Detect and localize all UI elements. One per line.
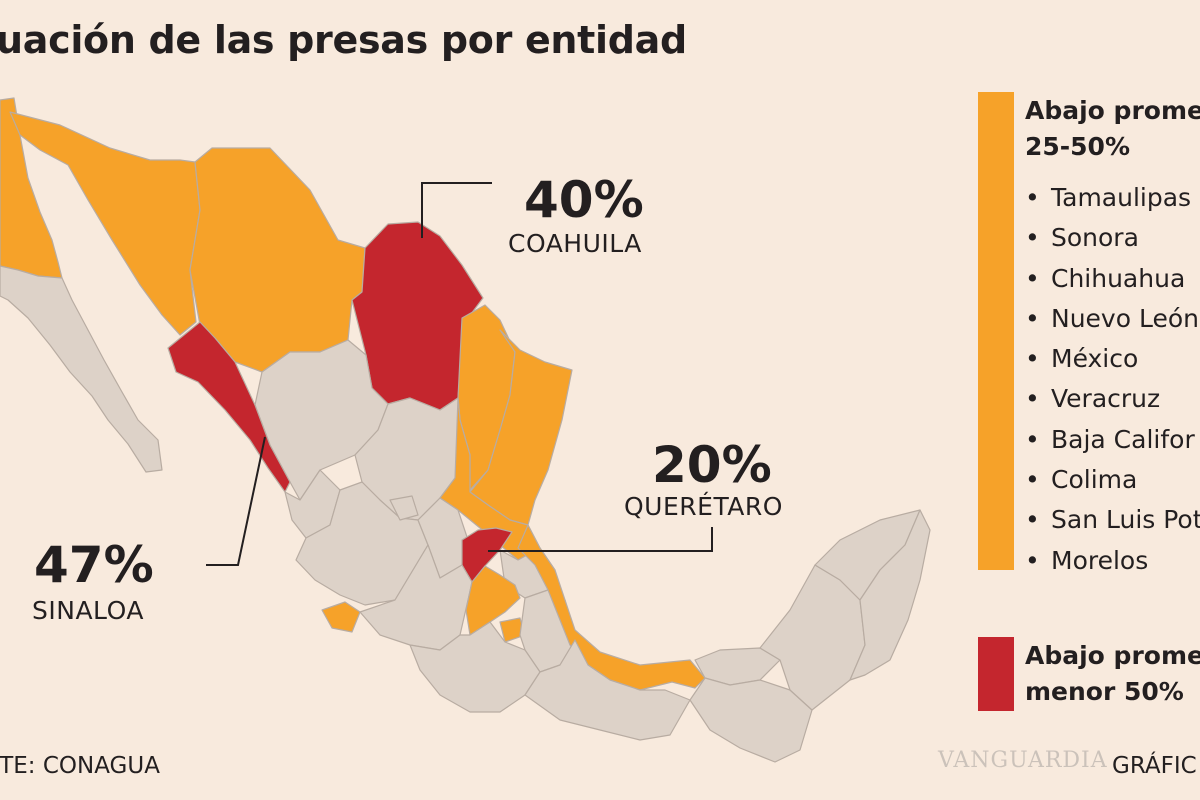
queretaro-leader-line [488, 527, 713, 552]
legend-orange-heading: Abajo prome 25-50% [1025, 93, 1200, 165]
vanguardia-watermark: VANGUARDIA [938, 748, 1108, 773]
legend-orange-heading-line1: Abajo prome [1025, 96, 1200, 125]
legend-red-heading: Abajo prome menor 50% [1025, 638, 1200, 710]
state-baja-california-sur[interactable] [0, 265, 163, 473]
coahuila-leader-line [421, 182, 492, 238]
legend-swatch-red [978, 637, 1014, 711]
legend-item: • Nuevo León [1025, 303, 1199, 333]
coahuila-percent: 40% [524, 171, 644, 229]
sinaloa-leader-line [206, 436, 266, 566]
graphic-credit: GRÁFIC [1112, 753, 1197, 779]
state-veracruz[interactable] [517, 524, 706, 691]
legend-orange-state-list: • Tamaulipas • Sonora • Chihuahua • Nuevo Le… [1025, 178, 1200, 581]
legend-item: • Tamaulipas [1025, 183, 1192, 212]
state-quintana-roo[interactable] [849, 509, 931, 681]
legend-item: •San Luis Poto [1025, 505, 1200, 535]
queretaro-state-label: QUERÉTARO [624, 492, 783, 521]
legend-item: • Baja Califor [1025, 424, 1195, 454]
state-oaxaca[interactable] [524, 639, 691, 741]
legend-item: • Colima [1025, 465, 1138, 495]
legend-item: • Chihuahua [1025, 263, 1186, 293]
queretaro-percent: 20% [652, 436, 772, 494]
coahuila-state-label: COAHUILA [508, 229, 642, 258]
legend-red-heading-line2: menor 50% [1025, 677, 1184, 706]
state-sinaloa[interactable] [167, 321, 291, 493]
state-guerrero[interactable] [409, 621, 541, 713]
legend-item: • Morelos [1025, 545, 1149, 575]
state-mexico[interactable] [465, 565, 521, 636]
legend-swatch-orange [978, 92, 1014, 570]
state-colima[interactable] [321, 601, 361, 633]
state-sonora[interactable] [9, 111, 201, 336]
legend-red-heading-line1: Abajo prome [1025, 641, 1200, 670]
state-aguascalientes[interactable] [389, 495, 419, 521]
state-chihuahua[interactable] [189, 147, 366, 373]
legend-item: • Sonora [1025, 223, 1139, 253]
legend-item: • México [1025, 344, 1139, 374]
legend-orange-heading-line2: 25-50% [1025, 132, 1131, 161]
map-title: uación de las presas por entidad [0, 18, 687, 62]
sinaloa-state-label: SINALOA [32, 596, 144, 625]
source-credit: NTE: CONAGUA [0, 753, 160, 779]
sinaloa-percent: 47% [34, 536, 154, 594]
legend-item: • Veracruz [1025, 384, 1161, 414]
